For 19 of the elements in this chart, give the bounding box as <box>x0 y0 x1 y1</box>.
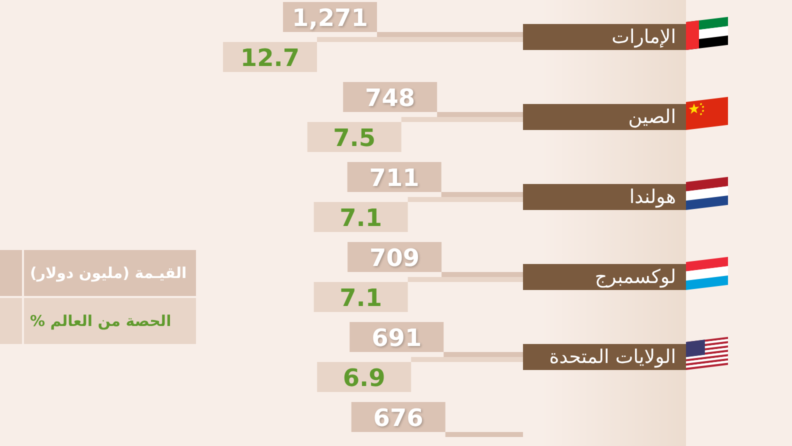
data-label: 748 <box>365 84 416 112</box>
y-tick-label: لوكسمبرج <box>594 266 676 288</box>
data-label: 7.1 <box>340 204 382 232</box>
data-label: 6.9 <box>342 364 386 392</box>
data-label: 711 <box>369 164 420 192</box>
data-label: 7.5 <box>333 124 376 152</box>
text: القيـمة (مليون دولار) <box>30 264 187 282</box>
bar <box>445 432 523 437</box>
y-tick-label: الولايات المتحدة <box>549 346 676 368</box>
data-label: 691 <box>372 324 422 352</box>
y-tick-label: الإمارات <box>612 26 676 48</box>
data-label: 709 <box>370 244 420 272</box>
data-label: 1,271 <box>292 4 368 32</box>
data-label: 12.7 <box>240 44 300 72</box>
text: الحصة من العالم % <box>30 312 172 330</box>
data-label: 676 <box>373 404 424 432</box>
data-label: 7.1 <box>340 284 382 312</box>
y-tick-label: هولندا <box>629 186 676 208</box>
y-tick-label: الصين <box>628 106 676 128</box>
